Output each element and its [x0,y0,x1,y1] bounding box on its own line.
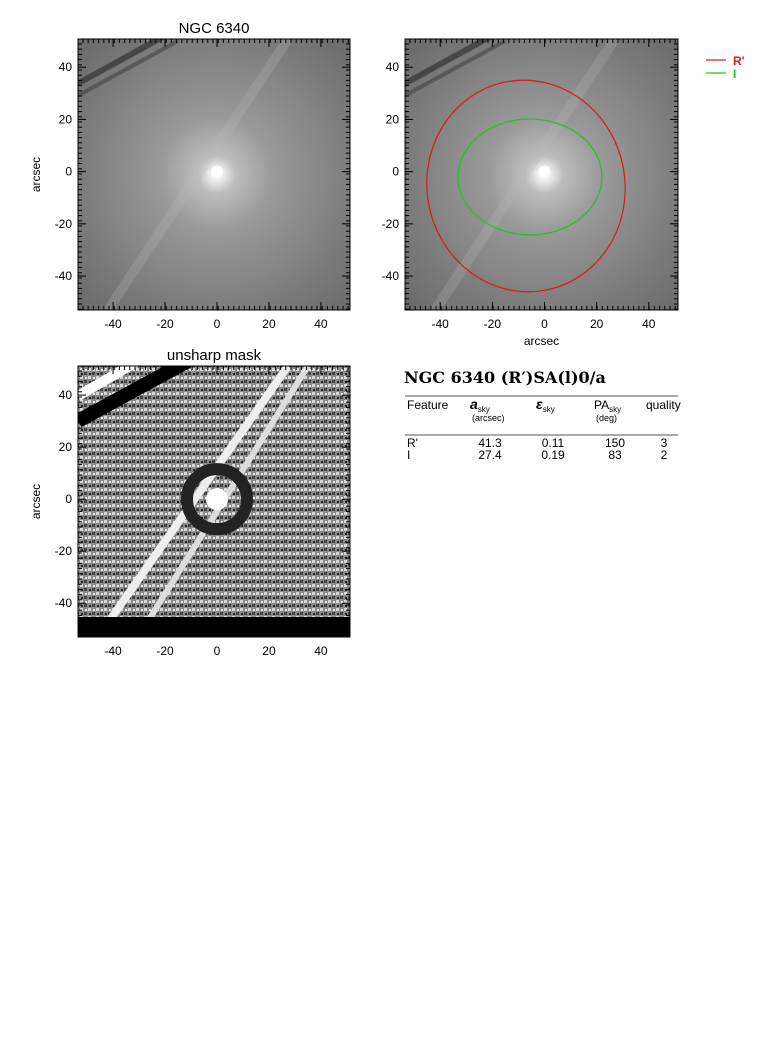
y-tick-label: -40 [55,269,73,283]
ellipse [457,118,603,236]
header-unit: (deg) [596,413,617,423]
x-tick-label: 0 [214,317,221,331]
x-tick-label: 20 [262,644,276,658]
table-cell: 0.11 [542,436,565,450]
y-tick-label: 20 [59,440,73,454]
table-cell: 27.4 [478,448,502,462]
y-tick-label: 20 [59,112,73,126]
legend-label: R' [733,54,745,68]
y-tick-label: -40 [382,269,400,283]
header-sub: sky [543,405,555,414]
x-tick-label: -40 [104,644,122,658]
x-tick-label: 0 [214,644,221,658]
streak [78,366,140,401]
y-tick-label: -40 [55,596,73,610]
header-label: quality [646,398,681,412]
y-tick-label: -20 [55,544,73,558]
y-tick-label: 0 [65,165,72,179]
y-tick-label: 40 [59,60,73,74]
x-tick-label: -20 [156,317,174,331]
table-cell: 41.3 [478,436,502,450]
x-tick-label: -40 [432,317,450,331]
x-axis-label: arcsec [524,334,559,348]
table-cell: 0.19 [541,448,565,462]
column-header: Feature [407,398,449,412]
y-tick-label: -20 [55,217,73,231]
streak [78,39,179,98]
core [538,165,551,178]
table-cell: I [407,448,410,462]
header-label: ε [536,396,543,412]
streak [405,39,506,98]
y-tick-label: 20 [386,112,400,126]
core [205,488,228,511]
ellipse [426,79,626,293]
core [210,165,223,178]
image [78,366,350,637]
table-cell: R' [407,436,418,450]
ring [180,463,253,536]
column-header: εsky [536,396,555,414]
x-tick-label: 0 [541,317,548,331]
y-axis-label: arcsec [29,484,43,519]
x-tick-label: -20 [156,644,174,658]
header-label: PA [594,398,609,412]
streak [78,39,166,87]
column-header: PAsky [594,398,621,414]
header-unit: (arcsec) [472,413,505,423]
panel-title: unsharp mask [167,347,262,364]
y-tick-label: 40 [59,388,73,402]
x-tick-label: 40 [314,317,328,331]
edge [78,617,350,637]
table-cell: 83 [608,448,622,462]
legend-label: I [733,67,736,81]
header-sub: sky [609,405,621,414]
x-tick-label: 20 [262,317,276,331]
panel-title: NGC 6340 [179,20,250,37]
y-tick-label: 0 [392,165,399,179]
column-header: quality [646,398,681,412]
image [405,39,678,310]
image [78,39,350,310]
x-tick-label: -40 [104,317,122,331]
y-axis-label: arcsec [29,157,43,192]
table-cell: 3 [661,436,668,450]
x-tick-label: 40 [642,317,656,331]
streak [430,39,620,310]
streak [103,39,293,310]
header-label: Feature [407,398,449,412]
streak [78,366,192,428]
table-title: NGC 6340 (R′)SA(l)0/a [404,368,606,387]
column-header: asky [470,396,490,414]
x-tick-label: 40 [314,644,328,658]
x-tick-label: 20 [590,317,604,331]
table-cell: 2 [661,448,668,462]
y-tick-label: -20 [382,217,400,231]
header-sub: sky [478,405,490,414]
x-tick-label: -20 [484,317,502,331]
streak [405,39,493,87]
table-cell: 150 [605,436,625,450]
y-tick-label: 0 [65,492,72,506]
y-tick-label: 40 [386,60,400,74]
header-label: a [470,396,478,412]
